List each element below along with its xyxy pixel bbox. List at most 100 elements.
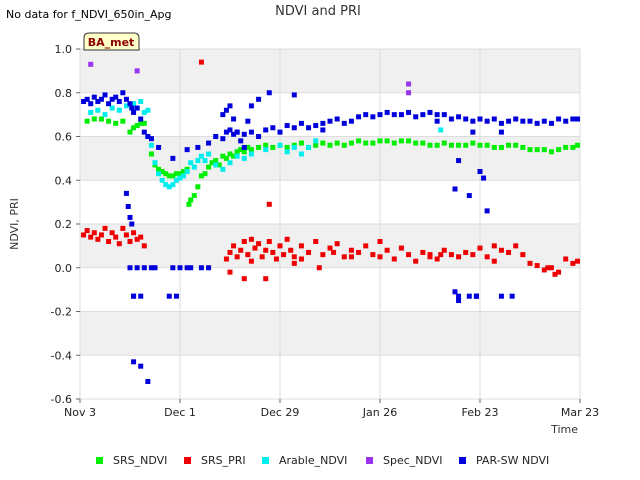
data-point [441, 140, 447, 146]
legend-swatch [184, 457, 191, 464]
data-point [259, 254, 265, 260]
data-point [463, 249, 469, 255]
no-data-note: No data for f_NDVI_650in_Apg [6, 8, 172, 21]
data-point [270, 249, 276, 255]
data-point [370, 114, 376, 120]
data-point [129, 105, 135, 111]
y-tick-label: 0.8 [55, 87, 73, 100]
data-point [234, 153, 240, 159]
data-point [363, 112, 369, 118]
data-point [481, 175, 487, 181]
band-3 [80, 180, 580, 224]
data-point [313, 239, 319, 244]
badge-label: BA_met [88, 36, 135, 49]
data-point [188, 160, 194, 166]
data-point [356, 138, 362, 144]
data-point [513, 243, 519, 249]
data-point [570, 116, 576, 122]
data-point [152, 265, 158, 271]
data-point [456, 254, 462, 260]
data-point [370, 140, 376, 146]
data-point [477, 116, 483, 122]
data-point [131, 109, 137, 115]
legend-label: SRS_NDVI [113, 454, 167, 467]
data-point [156, 166, 162, 172]
data-point [527, 260, 533, 266]
data-point [138, 293, 144, 299]
data-point [241, 144, 247, 150]
data-point [263, 276, 269, 282]
data-point [513, 116, 519, 122]
data-point [134, 123, 140, 129]
data-point [420, 140, 426, 146]
data-point [116, 99, 122, 104]
data-point [113, 94, 119, 100]
data-point [448, 116, 454, 122]
data-point [348, 254, 354, 260]
data-point [491, 243, 497, 249]
data-point [548, 265, 554, 271]
data-point [391, 256, 397, 262]
data-point [145, 379, 151, 384]
data-point [256, 144, 262, 150]
data-point [127, 239, 133, 244]
data-point [413, 114, 419, 120]
data-point [241, 276, 247, 282]
data-point [448, 252, 454, 258]
data-point [213, 134, 219, 139]
data-point [241, 131, 247, 137]
data-point [298, 256, 304, 262]
data-point [245, 252, 251, 258]
data-point [141, 265, 147, 271]
data-point [106, 118, 112, 124]
data-point [238, 247, 244, 253]
data-point [327, 118, 333, 124]
data-point [116, 241, 122, 247]
data-point [156, 144, 162, 150]
data-point [123, 103, 129, 109]
data-point [277, 243, 283, 249]
data-point [509, 293, 515, 299]
data-point [184, 147, 190, 153]
data-point [131, 359, 137, 365]
data-point [320, 252, 326, 258]
y-axis-ticks: 1.0 0.8 0.6 0.4 0.2 0.0 -0.2 -0.4 -0.6 [51, 43, 80, 406]
data-point [245, 144, 251, 150]
data-point [148, 265, 154, 271]
data-point [506, 249, 512, 255]
data-point [266, 201, 272, 207]
data-point [88, 101, 94, 107]
series-arable-ndvi [88, 99, 444, 190]
data-point [463, 116, 469, 122]
legend-label: Arable_NDVI [279, 454, 347, 467]
data-point [284, 149, 290, 155]
legend-item: SRS_NDVI [96, 454, 167, 467]
band-5 [80, 267, 580, 312]
data-point [256, 134, 262, 139]
badge-shape [83, 32, 140, 51]
data-point [148, 142, 154, 148]
data-point [116, 107, 122, 113]
data-point [109, 96, 115, 102]
data-point [470, 118, 476, 124]
data-point [95, 236, 101, 242]
y-tick-label: 1.0 [55, 43, 73, 56]
data-point [273, 256, 279, 262]
data-point [248, 236, 254, 242]
data-point [470, 140, 476, 146]
data-point [466, 293, 472, 299]
data-point [238, 138, 244, 144]
data-point [141, 243, 147, 249]
data-point [123, 190, 129, 196]
data-point [191, 164, 197, 170]
data-point [498, 247, 504, 253]
data-point [306, 144, 312, 150]
data-point [91, 116, 97, 122]
data-point [120, 225, 126, 231]
data-point [227, 127, 233, 133]
data-point [223, 256, 229, 262]
y-tick-label: -0.4 [51, 349, 72, 362]
data-point [206, 265, 212, 271]
data-point [170, 155, 176, 161]
band-0 [80, 49, 580, 93]
